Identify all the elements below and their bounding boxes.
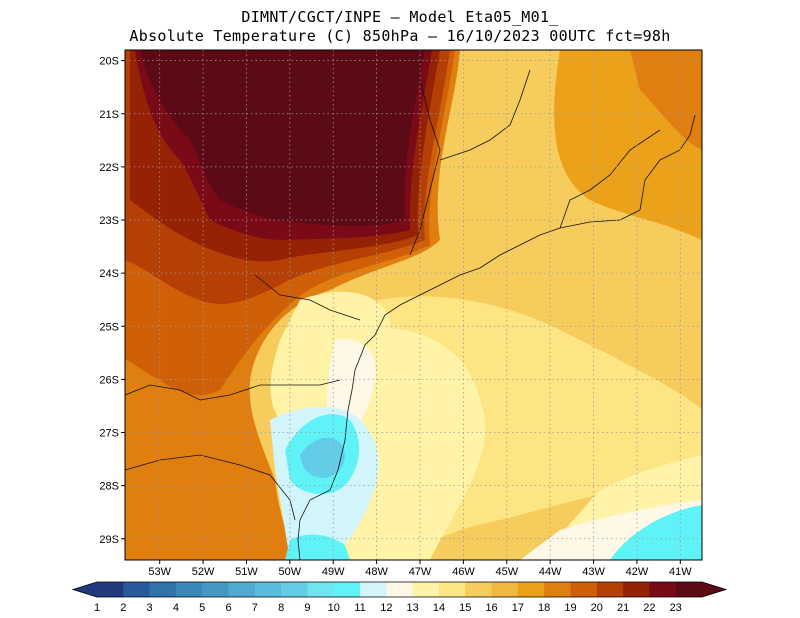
colorbar-swatch — [228, 582, 256, 597]
lat-tick-label: 22S — [99, 162, 119, 174]
lat-tick-label: 27S — [99, 428, 119, 440]
colorbar-label: 9 — [304, 602, 310, 614]
colorbar-swatch — [386, 582, 414, 597]
colorbar-label: 15 — [459, 602, 471, 614]
colorbar-swatch — [360, 582, 387, 597]
map-frame — [124, 49, 703, 561]
lon-tick-label: 42W — [626, 566, 649, 578]
colorbar-swatch — [675, 582, 703, 597]
lon-tick-label: 52W — [192, 566, 215, 578]
colorbar-swatch — [307, 582, 335, 597]
colorbar-swatch — [97, 582, 124, 597]
lon-tick-label: 45W — [495, 566, 518, 578]
title-line-2: Absolute Temperature (C) 850hPa – 16/10/… — [129, 27, 671, 45]
lon-tick-label: 49W — [322, 566, 345, 578]
latitude-ticks: 20S 21S 22S 23S 24S 25S 26S 27S 28S 29S — [99, 56, 125, 546]
temperature-field — [125, 50, 702, 560]
colorbar-swatch — [596, 582, 624, 597]
lat-tick-label: 20S — [99, 56, 119, 68]
colorbar-label: 3 — [147, 602, 153, 614]
colorbar-label: 6 — [225, 602, 231, 614]
lat-tick-label: 25S — [99, 321, 119, 333]
colorbar-swatch — [202, 582, 230, 597]
lon-tick-label: 48W — [365, 566, 388, 578]
lat-tick-label: 23S — [99, 215, 119, 227]
lat-tick-label: 24S — [99, 268, 119, 280]
colorbar-high-arrow — [702, 582, 726, 597]
colorbar-label: 12 — [380, 602, 392, 614]
lon-tick-label: 53W — [148, 566, 171, 578]
colorbar-label: 2 — [120, 602, 126, 614]
colorbar-label: 11 — [354, 602, 365, 614]
colorbar-label: 8 — [278, 602, 284, 614]
colorbar-label: 18 — [538, 602, 550, 614]
colorbar-label: 19 — [564, 602, 576, 614]
lon-tick-label: 43W — [582, 566, 605, 578]
colorbar-label: 16 — [485, 602, 497, 614]
map-grid — [125, 50, 702, 560]
colorbar-swatch — [491, 582, 519, 597]
lon-tick-label: 50W — [279, 566, 302, 578]
colorbar-swatch — [149, 582, 177, 597]
colorbar-label: 22 — [643, 602, 655, 614]
lon-tick-label: 47W — [409, 566, 432, 578]
longitude-ticks: 53W 52W 51W 50W 49W 48W 47W 46W 45W 44W 43W 42W 41W — [148, 560, 692, 578]
lon-tick-label: 46W — [452, 566, 475, 578]
title-line-1: DIMNT/CGCT/INPE – Model Eta05_M01_ — [241, 8, 559, 26]
colorbar-swatch — [649, 582, 677, 597]
colorbar-swatch — [333, 582, 361, 597]
colorbar-label: 1 — [94, 602, 100, 614]
colorbar-swatch — [544, 582, 571, 597]
colorbar-label: 23 — [670, 602, 682, 614]
lon-tick-label: 44W — [539, 566, 562, 578]
colorbar-label: 5 — [199, 602, 205, 614]
colorbar-swatch — [438, 582, 466, 597]
lon-tick-label: 51W — [235, 566, 258, 578]
colorbar-label: 13 — [407, 602, 419, 614]
colorbar-swatch — [517, 582, 545, 597]
lat-tick-label: 21S — [99, 109, 119, 121]
colorbar-label: 7 — [252, 602, 258, 614]
colorbar-label: 4 — [173, 602, 179, 614]
lat-tick-label: 26S — [99, 374, 119, 386]
colorbar-swatch — [281, 582, 308, 597]
lat-tick-label: 28S — [99, 481, 119, 493]
colorbar-swatch — [175, 582, 203, 597]
lat-tick-label: 29S — [99, 534, 119, 546]
colorbar-swatch — [570, 582, 598, 597]
colorbar-low-arrow — [73, 582, 97, 597]
colorbar-label: 20 — [591, 602, 603, 614]
colorbar-swatch — [623, 582, 650, 597]
colorbar-label: 10 — [328, 602, 340, 614]
lon-tick-label: 41W — [669, 566, 692, 578]
colorbar-swatch — [412, 582, 440, 597]
colorbar-outline — [71, 581, 728, 598]
colorbar-swatch — [465, 582, 493, 597]
colorbar-label: 14 — [433, 602, 445, 614]
colorbar-swatch — [123, 582, 151, 597]
colorbar-label: 21 — [617, 602, 629, 614]
colorbar-swatch — [254, 582, 282, 597]
colorbar-label: 17 — [512, 602, 524, 614]
colorbar: 1 2 3 4 5 6 7 8 9 10 11 12 13 14 15 16 17 18 19 20 21 22 23 — [71, 581, 728, 614]
